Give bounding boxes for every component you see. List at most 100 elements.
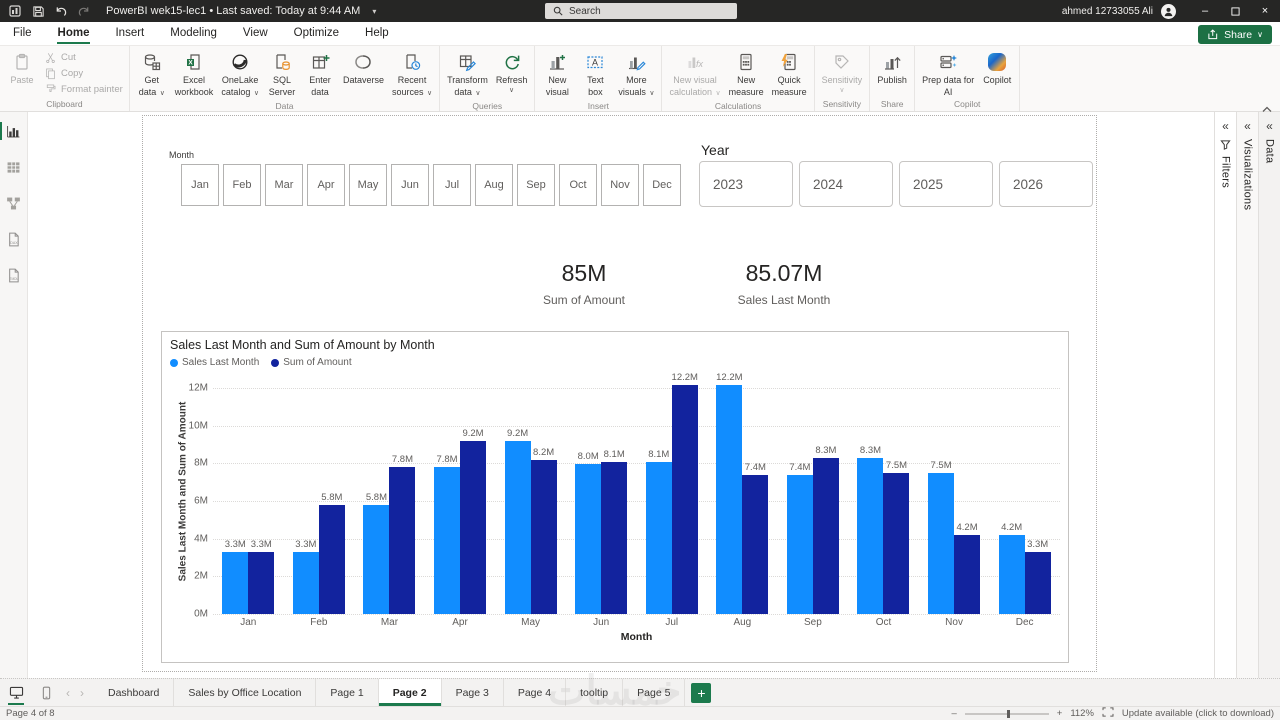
card-sum-of-amount[interactable]: 85M Sum of Amount — [479, 259, 689, 307]
ribbon-button-transform-data[interactable]: Transformdata ∨ — [443, 48, 492, 100]
menu-help[interactable]: Help — [352, 23, 402, 44]
title-dropdown-caret[interactable]: ▾ — [372, 7, 376, 16]
sidebar-dax-query-view[interactable]: DAX — [0, 228, 28, 250]
user-name[interactable]: ahmed 12733055 Ali — [1062, 6, 1153, 17]
month-button-jun[interactable]: Jun — [391, 164, 429, 206]
ribbon-button-publish[interactable]: Publish — [873, 48, 911, 98]
ribbon-button-format-painter[interactable]: Format painter — [41, 83, 126, 96]
ribbon-button-sensitivity[interactable]: Sensitivity∨ — [818, 48, 867, 98]
page-tab-dashboard[interactable]: Dashboard — [94, 679, 174, 706]
menu-home[interactable]: Home — [45, 23, 103, 44]
ribbon-button-onelake-catalog[interactable]: OneLakecatalog ∨ — [217, 48, 263, 100]
save-icon[interactable] — [31, 4, 45, 18]
page-tab-page-3[interactable]: Page 3 — [442, 679, 504, 706]
fit-to-page-icon[interactable] — [1102, 707, 1114, 720]
ribbon-button-prep-data-for-ai[interactable]: Prep data forAI — [918, 48, 978, 98]
update-available-link[interactable]: Update available (click to download) — [1122, 708, 1274, 719]
bar-sales-last-month-dec[interactable]: 4.2M — [999, 535, 1025, 614]
month-button-may[interactable]: May — [349, 164, 387, 206]
month-button-mar[interactable]: Mar — [265, 164, 303, 206]
month-button-nov[interactable]: Nov — [601, 164, 639, 206]
bar-sales-last-month-jun[interactable]: 8.0M — [575, 464, 601, 615]
sidebar-model-view[interactable] — [0, 192, 28, 214]
ribbon-button-new-visual-calculation[interactable]: fxNew visualcalculation ∨ — [665, 48, 724, 100]
year-button-2025[interactable]: 2025 — [899, 161, 993, 207]
add-page-button[interactable]: + — [691, 683, 711, 703]
page-tab-tooltip[interactable]: tooltip — [566, 679, 623, 706]
sidebar-tmdl-view[interactable]: TMDL — [0, 264, 28, 286]
year-button-2026[interactable]: 2026 — [999, 161, 1093, 207]
panel-rail-filters[interactable]: «Filters — [1214, 112, 1236, 678]
ribbon-button-enter-data[interactable]: Enterdata — [301, 48, 339, 100]
ribbon-button-sql-server[interactable]: SQLServer — [263, 48, 301, 100]
close-button[interactable]: × — [1250, 0, 1280, 22]
page-tab-page-5[interactable]: Page 5 — [623, 679, 685, 706]
menu-view[interactable]: View — [230, 23, 281, 44]
ribbon-button-more-visuals[interactable]: Morevisuals ∨ — [614, 48, 658, 100]
bar-sum-of-amount-jan[interactable]: 3.3M — [248, 552, 274, 614]
sidebar-report-view[interactable] — [0, 120, 28, 142]
bar-sum-of-amount-sep[interactable]: 8.3M — [813, 458, 839, 614]
bar-sales-last-month-oct[interactable]: 8.3M — [857, 458, 883, 614]
ribbon-button-recent-sources[interactable]: Recentsources ∨ — [388, 48, 436, 100]
month-button-feb[interactable]: Feb — [223, 164, 261, 206]
page-tab-page-4[interactable]: Page 4 — [504, 679, 566, 706]
month-button-apr[interactable]: Apr — [307, 164, 345, 206]
bar-chart-visual[interactable]: Sales Last Month and Sum of Amount by Mo… — [161, 331, 1069, 663]
ribbon-button-text-box[interactable]: ATextbox — [576, 48, 614, 100]
ribbon-button-refresh[interactable]: Refresh∨ — [492, 48, 532, 100]
ribbon-button-dataverse[interactable]: Dataverse — [339, 48, 388, 100]
mobile-view-icon[interactable] — [36, 683, 56, 703]
month-button-sep[interactable]: Sep — [517, 164, 555, 206]
year-button-2024[interactable]: 2024 — [799, 161, 893, 207]
bar-sales-last-month-may[interactable]: 9.2M — [505, 441, 531, 614]
year-button-2023[interactable]: 2023 — [699, 161, 793, 207]
redo-icon[interactable] — [77, 4, 91, 18]
avatar[interactable] — [1161, 4, 1176, 19]
desktop-view-icon[interactable] — [6, 683, 26, 703]
sidebar-table-view[interactable] — [0, 156, 28, 178]
undo-icon[interactable] — [54, 4, 68, 18]
expand-panel-icon[interactable]: « — [1222, 119, 1229, 133]
ribbon-button-new-visual[interactable]: Newvisual — [538, 48, 576, 100]
bar-sum-of-amount-mar[interactable]: 7.8M — [389, 467, 415, 614]
panel-rail-data[interactable]: «Data — [1258, 112, 1280, 678]
ribbon-button-copy[interactable]: Copy — [41, 67, 126, 80]
month-button-jul[interactable]: Jul — [433, 164, 471, 206]
share-button[interactable]: Share ∨ — [1198, 25, 1272, 44]
bar-sum-of-amount-may[interactable]: 8.2M — [531, 460, 557, 614]
bar-sales-last-month-apr[interactable]: 7.8M — [434, 467, 460, 614]
zoom-out-icon[interactable]: – — [951, 708, 956, 719]
expand-panel-icon[interactable]: « — [1266, 119, 1273, 133]
bar-sales-last-month-aug[interactable]: 12.2M — [716, 385, 742, 615]
ribbon-button-copilot[interactable]: Copilot — [978, 48, 1016, 98]
bar-sales-last-month-jan[interactable]: 3.3M — [222, 552, 248, 614]
expand-panel-icon[interactable]: « — [1244, 119, 1251, 133]
page-tab-page-2[interactable]: Page 2 — [379, 679, 442, 706]
page-canvas[interactable]: Month JanFebMarAprMayJunJulAugSepOctNovD… — [142, 115, 1097, 672]
document-title[interactable]: PowerBI wek15-lec1 • Last saved: Today a… — [106, 5, 360, 17]
menu-file[interactable]: File — [0, 23, 45, 44]
zoom-slider[interactable] — [965, 713, 1049, 715]
bar-sum-of-amount-jun[interactable]: 8.1M — [601, 462, 627, 614]
bar-sales-last-month-sep[interactable]: 7.4M — [787, 475, 813, 614]
menu-optimize[interactable]: Optimize — [281, 23, 352, 44]
minimize-button[interactable]: – — [1190, 0, 1220, 22]
menu-modeling[interactable]: Modeling — [157, 23, 230, 44]
zoom-in-icon[interactable]: + — [1057, 708, 1063, 719]
menu-insert[interactable]: Insert — [102, 23, 157, 44]
ribbon-button-cut[interactable]: Cut — [41, 51, 126, 64]
tabs-scroll-left-icon[interactable]: ‹ — [66, 686, 70, 700]
month-button-aug[interactable]: Aug — [475, 164, 513, 206]
month-button-oct[interactable]: Oct — [559, 164, 597, 206]
panel-rail-visualizations[interactable]: «Visualizations — [1236, 112, 1258, 678]
legend-item-sales-last-month[interactable]: Sales Last Month — [170, 357, 259, 368]
page-tab-page-1[interactable]: Page 1 — [316, 679, 378, 706]
card-sales-last-month[interactable]: 85.07M Sales Last Month — [679, 259, 889, 307]
page-tab-sales-by-office-location[interactable]: Sales by Office Location — [174, 679, 316, 706]
ribbon-button-paste[interactable]: Paste — [3, 48, 41, 98]
ribbon-button-excel-workbook[interactable]: XExcelworkbook — [171, 48, 218, 100]
legend-item-sum-of-amount[interactable]: Sum of Amount — [271, 357, 351, 368]
maximize-button[interactable] — [1220, 0, 1250, 22]
bar-sales-last-month-nov[interactable]: 7.5M — [928, 473, 954, 614]
